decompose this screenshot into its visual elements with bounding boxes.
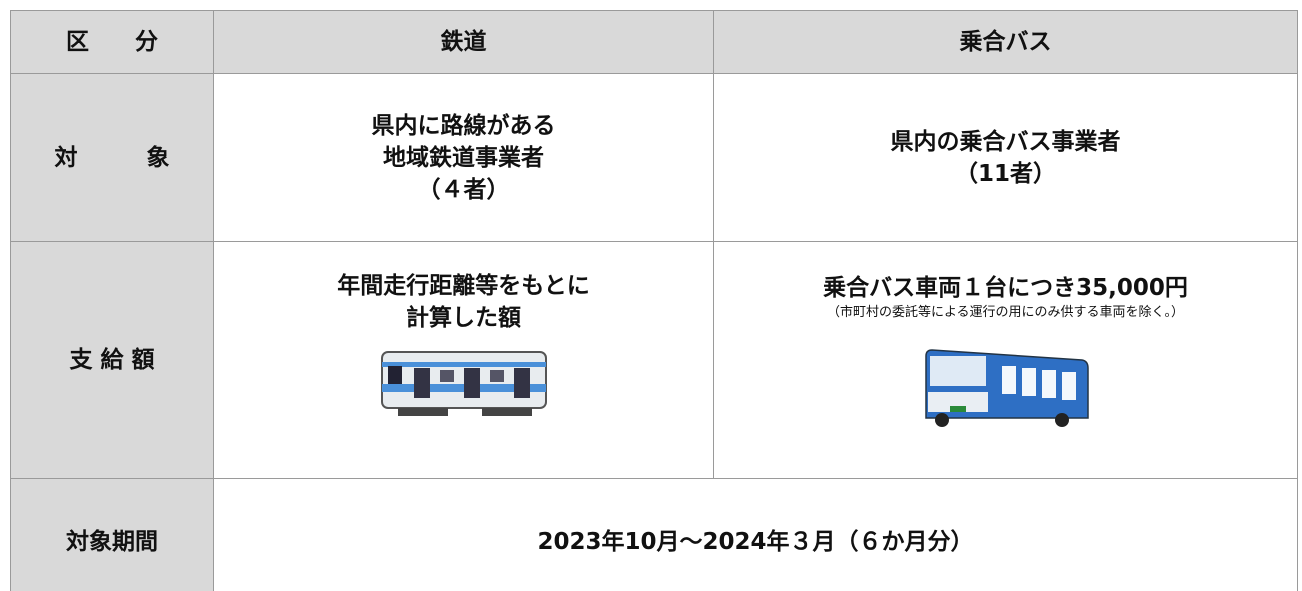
- train-icon: [380, 351, 547, 416]
- cell-text: 県内に路線がある: [371, 112, 556, 139]
- cell-text: 乗合バス車両１台につき35,000円: [823, 275, 1188, 301]
- header-row: 区 分 鉄道 乗合バス: [10, 10, 1298, 74]
- cell: 年間走行距離等をもとに 計算した額: [213, 241, 714, 479]
- row: 対象期間 2023年10月～2024年３月（６か月分）: [10, 478, 1298, 591]
- cell-text: 地域鉄道事業者: [383, 144, 544, 171]
- row-label: 支 給 額: [10, 241, 214, 479]
- cell-text: （11者）: [954, 160, 1056, 187]
- header-cell: 鉄道: [213, 10, 714, 74]
- bus-icon: [924, 349, 1089, 427]
- cell-text: 県内の乗合バス事業者: [890, 128, 1121, 155]
- cell-text: 計算した額: [406, 305, 521, 331]
- row-label: 対 象: [10, 73, 214, 242]
- row: 対 象 県内に路線がある 地域鉄道事業者 （４者） 県内の乗合バス事業者 （11…: [10, 73, 1298, 242]
- cell-text: 年間走行距離等をもとに: [337, 273, 590, 299]
- cell: 県内に路線がある 地域鉄道事業者 （４者）: [213, 73, 714, 242]
- row-label: 対象期間: [10, 478, 214, 591]
- row: 支 給 額 年間走行距離等をもとに 計算した額 乗合バス車両１台につき35,00…: [10, 241, 1298, 479]
- table: 区 分 鉄道 乗合バス 対 象 県内に路線がある 地域鉄道事業者 （４者） 県内…: [10, 10, 1298, 591]
- header-cell: 区 分: [10, 10, 214, 74]
- header-cell: 乗合バス: [713, 10, 1298, 74]
- cell-text: （４者）: [417, 176, 510, 203]
- cell: 乗合バス車両１台につき35,000円 （市町村の委託等による運行の用にのみ供する…: [713, 241, 1298, 479]
- cell-note: （市町村の委託等による運行の用にのみ供する車両を除く。）: [826, 305, 1185, 320]
- cell: 県内の乗合バス事業者 （11者）: [713, 73, 1298, 242]
- cell: 2023年10月～2024年３月（６か月分）: [213, 478, 1298, 591]
